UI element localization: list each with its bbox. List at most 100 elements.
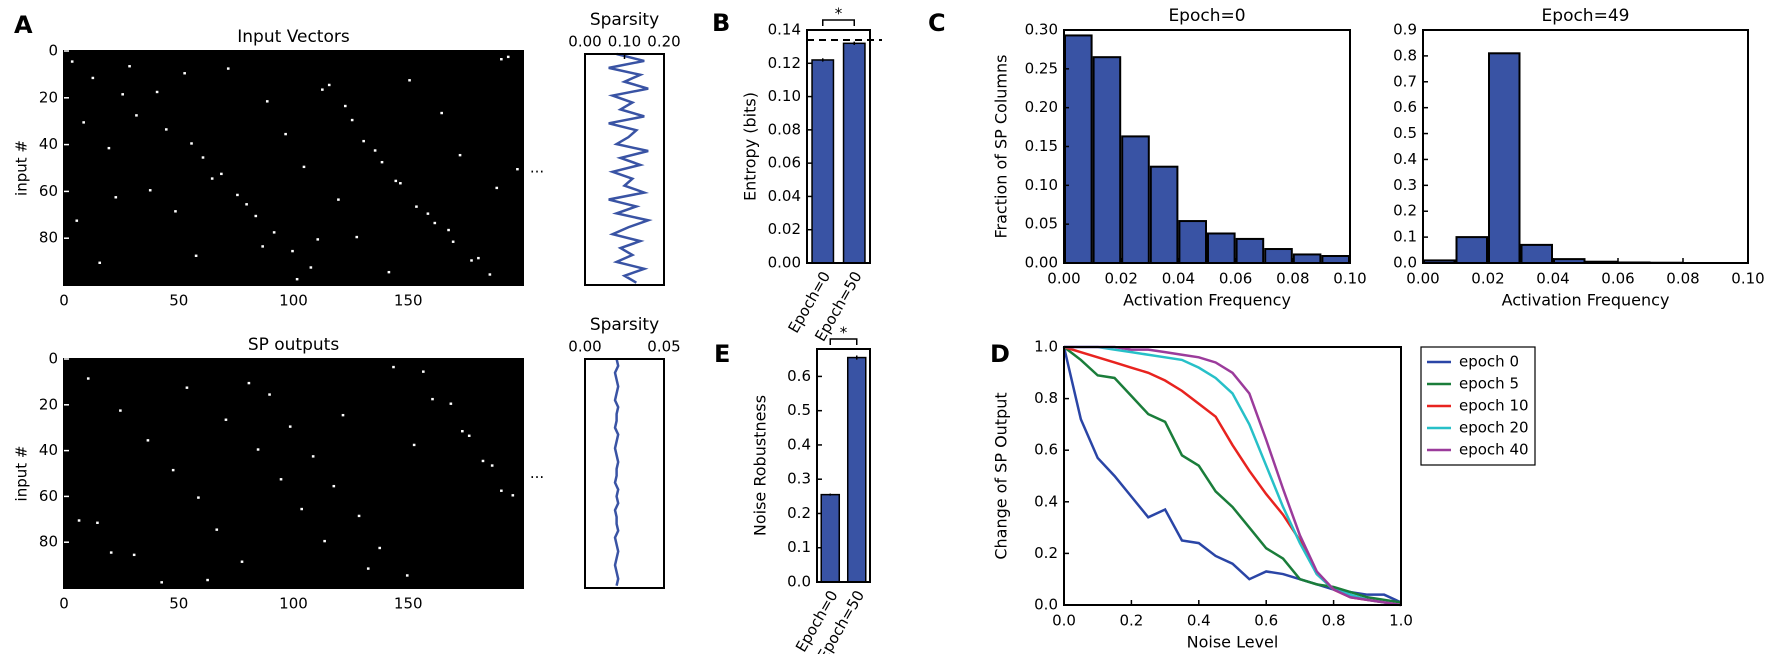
raster-dot [378, 546, 382, 550]
significance-star: * [840, 324, 848, 342]
bar [811, 59, 835, 264]
raster-dot [107, 146, 111, 150]
x-tick-label: 0.4 [1187, 612, 1211, 630]
x-tick-label: 0.00 [568, 33, 601, 51]
raster-dot [254, 214, 258, 218]
histogram-bar [1149, 165, 1179, 264]
y-tick-label: 0.1 [1393, 228, 1417, 246]
raster-background [64, 359, 523, 588]
y-tick-label: 0.0 [787, 573, 811, 591]
raster-dot [495, 186, 499, 190]
raster-dot [109, 551, 113, 554]
raster-dot [220, 172, 223, 176]
y-axis-label: input # [13, 446, 31, 502]
x-tick-label: 0.08 [1276, 270, 1309, 288]
x-tick-label: 150 [394, 595, 423, 613]
y-tick-label: 0.12 [768, 54, 801, 72]
raster-dot [279, 478, 283, 481]
raster-dot [500, 58, 503, 61]
legend-label: epoch 0 [1459, 353, 1519, 371]
histogram-bar [1235, 237, 1265, 265]
y-tick-label: 40 [39, 441, 58, 459]
raster-dot [387, 270, 391, 274]
x-tick-label: 0.10 [1731, 270, 1764, 288]
raster-dot [194, 254, 198, 257]
significance-bracket [829, 338, 858, 345]
raster-dot [256, 448, 260, 451]
x-tick-label: 0.08 [1666, 270, 1699, 288]
raster-dot [488, 273, 492, 276]
plot-frame [584, 358, 665, 589]
x-tick-label: 0.06 [1219, 270, 1252, 288]
y-axis-label: Fraction of SP Columns [992, 55, 1011, 239]
x-tick-label: 150 [394, 292, 423, 310]
raster-dot [302, 165, 306, 169]
x-axis-label: Noise Level [1187, 633, 1279, 652]
raster-dot [128, 65, 131, 68]
y-tick-label: 20 [39, 88, 58, 106]
raster-dot [516, 168, 519, 171]
x-tick-label: 0.20 [647, 33, 680, 51]
x-tick-label: 0.06 [1601, 270, 1634, 288]
bar [846, 356, 867, 583]
chart-title: Epoch=0 [1168, 6, 1245, 26]
y-tick-label: 0.08 [768, 120, 801, 138]
raster-dot [426, 212, 430, 215]
y-tick-label: 0.15 [1025, 137, 1058, 155]
y-tick-label: 0.2 [1034, 544, 1058, 562]
raster-dot [114, 196, 118, 199]
y-tick-label: 80 [39, 533, 58, 551]
raster-dot [461, 429, 464, 433]
plot-frame [1422, 29, 1749, 264]
panel-letter: C [928, 9, 946, 37]
raster-dot [481, 459, 485, 463]
raster-dot [247, 381, 251, 385]
raster-dot [224, 418, 228, 421]
bar [820, 493, 841, 583]
x-tick-label: 0.04 [1536, 270, 1569, 288]
series-line [1063, 346, 1402, 604]
raster-dot [440, 111, 443, 115]
y-tick-label: 0.05 [1025, 215, 1058, 233]
raster-dot [75, 219, 79, 222]
y-tick-label: 0.6 [787, 367, 811, 385]
raster-dot [295, 277, 299, 281]
y-tick-label: 0.0 [1034, 596, 1058, 614]
y-tick-label: 40 [39, 135, 58, 153]
raster-dot [511, 494, 515, 497]
y-tick-label: 0.4 [787, 435, 811, 453]
x-tick-label: 0.10 [1333, 270, 1366, 288]
y-axis-label: Entropy (bits) [741, 92, 760, 201]
panel-letter: A [14, 11, 33, 39]
raster-dot [148, 189, 152, 192]
y-tick-label: 0.3 [787, 470, 811, 488]
raster-dot [190, 142, 193, 145]
x-tick-label: 0.00 [568, 338, 601, 356]
ellipsis: ... [530, 464, 544, 482]
raster-dot [321, 88, 324, 91]
legend-label: epoch 5 [1459, 375, 1519, 393]
y-tick-label: 0.8 [1034, 389, 1058, 407]
raster-dot [467, 434, 471, 437]
raster-dot [206, 578, 209, 582]
raster-dot [355, 235, 359, 239]
raster-dot [350, 118, 354, 122]
raster-dot [96, 521, 99, 524]
x-tick-label: 0.0 [1052, 612, 1076, 630]
raster-dot [236, 193, 239, 197]
x-tick-label: 0.10 [608, 33, 641, 51]
raster-dot [300, 507, 303, 511]
panel-letter: E [714, 340, 730, 368]
raster-dot [506, 55, 510, 59]
ellipsis: ... [530, 159, 544, 177]
x-tick-label: 100 [279, 292, 308, 310]
panel-letter: D [990, 340, 1010, 368]
sparsity-line [607, 52, 653, 284]
x-tick-label: 0.2 [1119, 612, 1143, 630]
y-tick-label: 0.2 [787, 504, 811, 522]
raster-dot [215, 528, 219, 531]
significance-star: * [835, 5, 843, 23]
raster-dot [265, 100, 269, 103]
y-tick-label: 0.9 [1393, 21, 1417, 39]
